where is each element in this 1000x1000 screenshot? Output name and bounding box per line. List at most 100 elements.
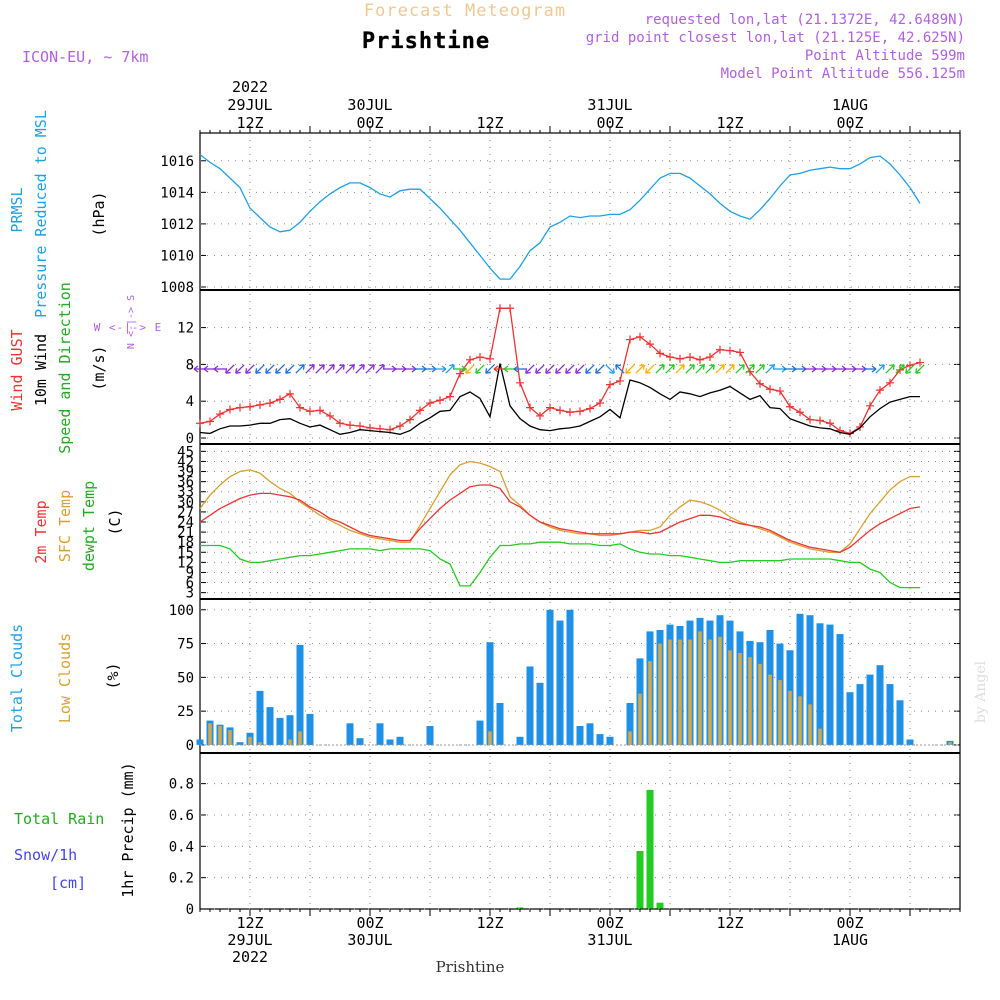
y-tick-label: 24 [177, 515, 194, 531]
wind-arrow [255, 364, 265, 374]
wind-arrow-head [595, 368, 601, 374]
gust-marker [626, 335, 634, 344]
wind-arrow-shaft [635, 364, 645, 374]
low-clouds-bar [298, 731, 302, 745]
wind-arrow-head [225, 368, 231, 374]
y-tick-label: 1016 [160, 154, 194, 170]
gust-marker [796, 408, 804, 417]
gust-marker [306, 407, 314, 416]
ylabel-precip: 1hr Precip (mm) [119, 762, 137, 897]
ylabel-2m-temp: 2m Temp [32, 500, 50, 563]
total-clouds-bar [846, 692, 854, 745]
wind-arrow-shaft [625, 364, 635, 374]
total-clouds-bar [196, 739, 204, 745]
total-clouds-bar [376, 723, 384, 745]
ylabel-wind-gust: Wind GUST [8, 329, 26, 410]
ylabel-low-clouds: Low Clouds [56, 633, 74, 723]
low-clouds-bar [248, 736, 252, 745]
wind-arrow-shaft [535, 364, 545, 374]
top-time-label: 1AUG [832, 96, 868, 114]
y-tick-label: 0 [186, 902, 194, 918]
wind-arrow [225, 364, 235, 374]
low-clouds-bar [658, 643, 662, 745]
wind-arrow [685, 364, 695, 374]
wind-arrow-head [485, 368, 491, 374]
wind-arrow-shaft [735, 364, 745, 374]
wind-arrow [513, 365, 526, 373]
gust-marker [556, 406, 564, 415]
gust-marker [266, 399, 274, 408]
wind-arrow-head [759, 364, 765, 370]
y-tick-label: 18 [177, 535, 194, 551]
wind-arrow [715, 364, 725, 374]
wind-arrow-head [339, 364, 345, 370]
wind-arrow-head [739, 364, 745, 370]
gust-marker [416, 406, 424, 415]
wind-arrow-shaft [705, 364, 715, 374]
total-clouds-bar [236, 742, 244, 745]
header-model: ICON-EU, ~ 7km [22, 48, 148, 66]
total-clouds-bar [816, 623, 824, 745]
compass-vertical: N <-|-> S [126, 295, 137, 349]
gust-marker [636, 332, 644, 341]
credit-watermark: by Angel [973, 660, 989, 723]
gust-marker [886, 378, 894, 387]
wind-arrow [655, 364, 665, 374]
dewpt-line [200, 541, 920, 589]
wind-arrow-shaft [275, 364, 285, 374]
wind-arrow-shaft [565, 364, 575, 374]
wind-arrow-head [889, 364, 895, 370]
wind-arrow [335, 364, 345, 374]
wind-arrow [725, 364, 735, 374]
wind-arrow-head [193, 365, 199, 373]
top-time-label: 00Z [356, 114, 383, 132]
gust-marker [406, 415, 414, 424]
gust-marker [506, 304, 514, 313]
top-time-label: 31JUL [587, 96, 632, 114]
total-clouds-bar [546, 609, 554, 745]
y-tick-label: 25 [177, 704, 194, 720]
wind-arrow-shaft [765, 364, 775, 374]
gust-marker [456, 369, 464, 378]
wind-arrow-head [461, 365, 467, 373]
sfc-temp-line [199, 460, 920, 553]
wind-arrow-head [369, 364, 375, 370]
wind-arrow-head [359, 364, 365, 370]
gust-marker [916, 358, 924, 367]
top-time-label: 00Z [836, 114, 863, 132]
bottom-time-label: 1AUG [832, 931, 868, 949]
gust-marker [296, 403, 304, 412]
wind-arrow [895, 364, 905, 374]
gust-marker [256, 400, 264, 409]
total-clouds-bar [526, 666, 534, 745]
wind-arrow-head [235, 368, 241, 374]
wind-arrow-shaft [575, 364, 585, 374]
gust-marker [576, 407, 584, 416]
y-tick-label: 33 [177, 485, 194, 501]
rain-bar [636, 851, 644, 909]
wind-arrow-shaft [375, 364, 385, 374]
gust-marker [536, 411, 544, 420]
y-tick-label: 27 [177, 505, 194, 521]
total-clouds-bar [876, 665, 884, 745]
gust-marker [526, 403, 534, 412]
y-tick-label: 0.2 [169, 871, 194, 887]
ylabel-sfc-temp: SFC Temp [56, 490, 74, 562]
wind-arrow-shaft [745, 364, 755, 374]
gust-marker [716, 345, 724, 354]
wind-arrow-shaft [585, 364, 595, 374]
wind-arrow [355, 364, 365, 374]
wind-arrow-shaft [755, 364, 765, 374]
gust-marker [516, 378, 524, 387]
gust-marker [686, 353, 694, 362]
total-clouds-bar [866, 674, 874, 745]
total-clouds-bar [906, 739, 914, 745]
ylabel-pressure-msl: Pressure Reduced to MSL [32, 110, 50, 318]
y-tick-label: 0 [186, 738, 194, 754]
wind-arrow-head [203, 365, 209, 373]
top-time-label: 2022 [232, 78, 268, 96]
wind-arrow [245, 364, 255, 374]
gust-marker [396, 422, 404, 431]
total-clouds-bar [486, 642, 494, 745]
wind-arrow-head [349, 364, 355, 370]
